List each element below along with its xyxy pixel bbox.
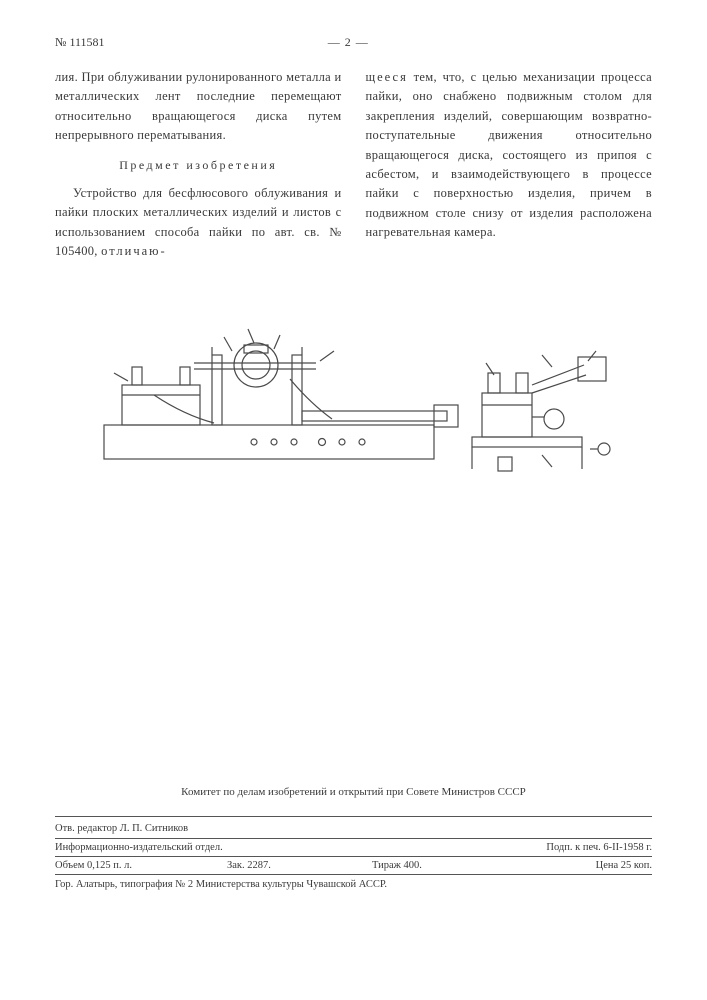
claim-para: Устройство для бесфлюсового облуживания … xyxy=(55,184,342,262)
cell-order: Зак. 2287. xyxy=(227,860,362,871)
technical-drawing xyxy=(84,307,624,487)
page-header: № 111581 — 2 — xyxy=(55,35,652,50)
table-row: Информационно-издательский отдел. Подп. … xyxy=(55,839,652,857)
cell-tirage: Тираж 400. xyxy=(372,860,507,871)
claim-cont-spaced: щееся xyxy=(366,70,408,84)
printer-line: Гор. Алатырь, типография № 2 Министерств… xyxy=(55,875,652,890)
claim-para-cont: щееся тем, что, с целью механизации проц… xyxy=(366,68,653,242)
footer-divider xyxy=(55,816,652,817)
cell-price: Цена 25 коп. xyxy=(517,860,652,871)
imprint-table: Информационно-издательский отдел. Подп. … xyxy=(55,838,652,875)
para-continuation: лия. При облуживании рулонированного мет… xyxy=(55,68,342,146)
editor-line: Отв. редактор Л. П. Ситников xyxy=(55,823,652,834)
cell-dept: Информационно-издательский отдел. xyxy=(55,842,354,853)
right-column: щееся тем, что, с целью механизации проц… xyxy=(366,68,653,272)
left-column: лия. При облуживании рулонированного мет… xyxy=(55,68,342,272)
imprint-footer: Комитет по делам изобретений и открытий … xyxy=(55,786,652,890)
text-columns: лия. При облуживании рулонированного мет… xyxy=(55,68,652,272)
cell-volume: Объем 0,125 п. л. xyxy=(55,860,217,871)
section-heading: Предмет изобретения xyxy=(55,156,342,175)
claim-spaced: отличаю- xyxy=(101,244,167,258)
page-number: — 2 — xyxy=(328,35,369,50)
claim-cont-text: тем, что, с целью механизации процесса п… xyxy=(366,70,653,239)
committee-line: Комитет по делам изобретений и открытий … xyxy=(55,786,652,798)
table-row: Объем 0,125 п. л. Зак. 2287. Тираж 400. … xyxy=(55,857,652,874)
doc-number: № 111581 xyxy=(55,35,105,50)
cell-date: Подп. к печ. 6-II-1958 г. xyxy=(354,842,653,853)
claim-text: Устройство для бесфлюсового облуживания … xyxy=(55,186,342,258)
